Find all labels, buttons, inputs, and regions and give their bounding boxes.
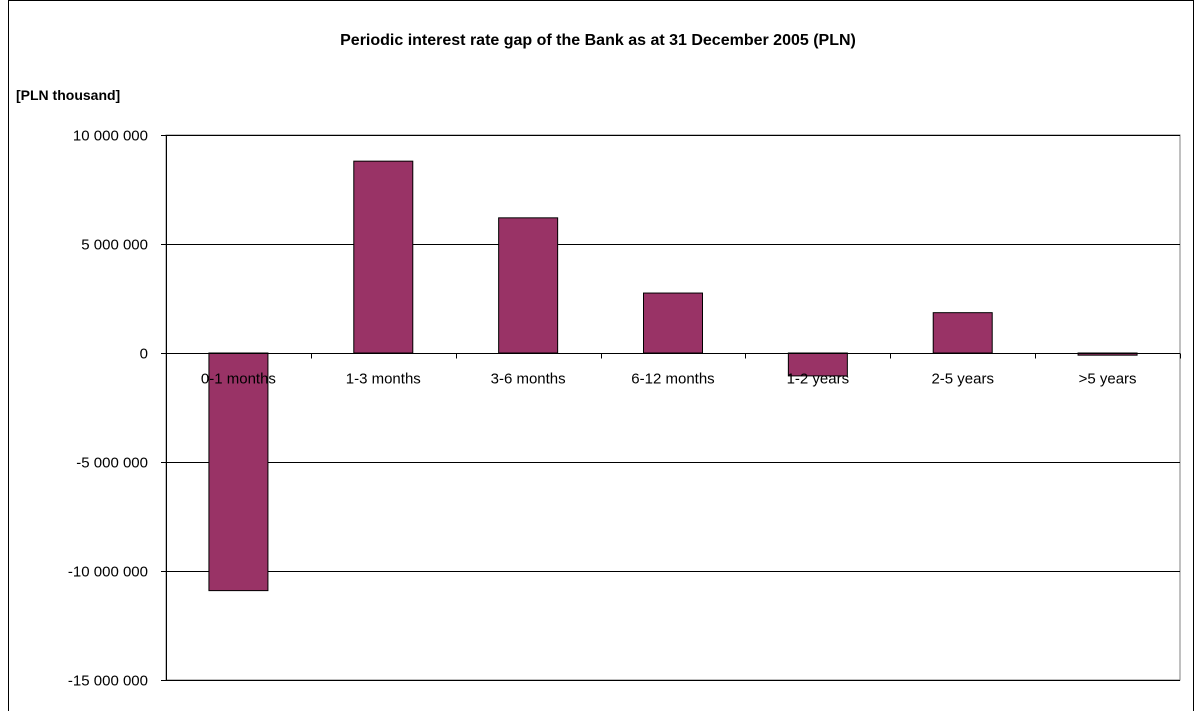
chart-title: Periodic interest rate gap of the Bank a… — [340, 32, 856, 49]
y-tick-label: -10 000 000 — [68, 564, 148, 581]
y-tick-label: -15 000 000 — [68, 673, 148, 690]
bar — [208, 352, 269, 592]
bar — [498, 217, 559, 354]
bar — [932, 312, 993, 354]
plot-area — [165, 134, 1181, 681]
x-tick-label: 1-3 months — [346, 371, 421, 388]
x-tick-label: 2-5 years — [931, 371, 994, 388]
chart-frame — [8, 0, 1194, 711]
y-tick-label: 0 — [140, 346, 148, 363]
y-tick-label: 5 000 000 — [81, 237, 148, 254]
x-tick-label: 1-2 years — [787, 371, 850, 388]
y-tick-label: 10 000 000 — [73, 128, 148, 145]
x-tick-label: >5 years — [1079, 371, 1137, 388]
bar — [643, 292, 703, 354]
x-tick-label: 6-12 months — [631, 371, 714, 388]
bar — [353, 160, 414, 354]
x-tick-label: 0-1 months — [201, 371, 276, 388]
x-tick-label: 3-6 months — [491, 371, 566, 388]
y-tick-label: -5 000 000 — [76, 455, 148, 472]
y-axis-unit-label: [PLN thousand] — [16, 87, 121, 103]
